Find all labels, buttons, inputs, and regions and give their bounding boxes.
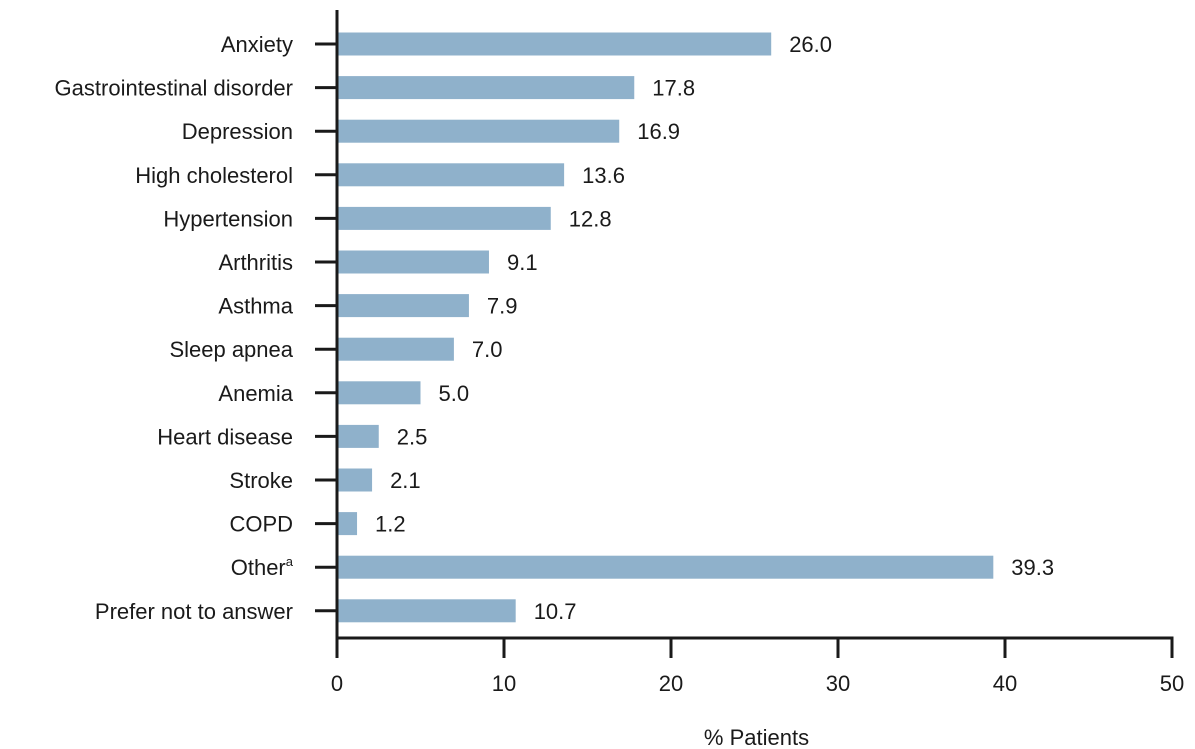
data-label: 2.5: [397, 424, 428, 449]
value-label-group: 26.0 17.8 16.9 13.6 12.8 9.1 7.9 7.05.0 2.5 2.1 1.…: [375, 32, 1054, 624]
x-tick-label: 50: [1160, 671, 1184, 696]
bar: [338, 119, 620, 143]
category-label: Anxiety: [221, 32, 293, 57]
y-tick-group: [315, 42, 337, 613]
bar: [338, 468, 373, 492]
bar: [338, 555, 994, 579]
category-label: Heart disease: [157, 424, 293, 449]
x-tick-group: 0 10 20 30 40 50: [331, 638, 1184, 696]
bar: [338, 599, 516, 623]
category-label: Asthma: [218, 294, 293, 319]
data-label: 39.3: [1011, 555, 1054, 580]
category-label: Stroke: [229, 468, 293, 493]
data-label: 12.8: [569, 206, 612, 231]
data-label: 2.1: [390, 468, 421, 493]
x-tick-label: 20: [659, 671, 683, 696]
footnote-marker: a: [286, 554, 294, 569]
data-label: 17.8: [652, 76, 695, 101]
bar: [338, 337, 454, 361]
x-tick-label: 30: [826, 671, 850, 696]
bar-group: [338, 32, 994, 623]
bar: [338, 76, 635, 100]
bar: [338, 163, 565, 187]
bar: [338, 512, 358, 536]
x-tick-label: 40: [993, 671, 1017, 696]
category-label: Arthritis: [218, 250, 293, 275]
bar: [338, 381, 421, 405]
data-label: 9.1: [507, 250, 538, 275]
bar: [338, 32, 772, 56]
bar: [338, 424, 379, 448]
data-label: 7.9: [487, 294, 518, 319]
data-label: 5.0: [439, 381, 470, 406]
category-label-group: Anxiety Gastrointestinal disorder Depressi…: [55, 32, 294, 624]
category-label: Sleep apnea: [169, 337, 293, 362]
bar: [338, 294, 469, 318]
data-label: 1.2: [375, 512, 406, 537]
category-label: Hypertension: [163, 206, 293, 231]
category-label: Depression: [182, 119, 293, 144]
category-label: Anemia: [218, 381, 293, 406]
x-tick-label: 0: [331, 671, 343, 696]
x-axis-title: % Patients: [704, 725, 809, 749]
data-label: 16.9: [637, 119, 680, 144]
data-label: 10.7: [534, 599, 577, 624]
category-label: Gastrointestinal disorder: [55, 76, 293, 101]
category-label: Prefer not to answer: [95, 599, 293, 624]
category-label: Othera: [231, 554, 294, 580]
data-label: 13.6: [582, 163, 625, 188]
category-label: High cholesterol: [135, 163, 293, 188]
x-tick-label: 10: [492, 671, 516, 696]
bar: [338, 250, 489, 274]
bar: [338, 206, 551, 230]
category-label: COPD: [229, 512, 293, 537]
data-label: 7.0: [472, 337, 503, 362]
data-label: 26.0: [789, 32, 832, 57]
